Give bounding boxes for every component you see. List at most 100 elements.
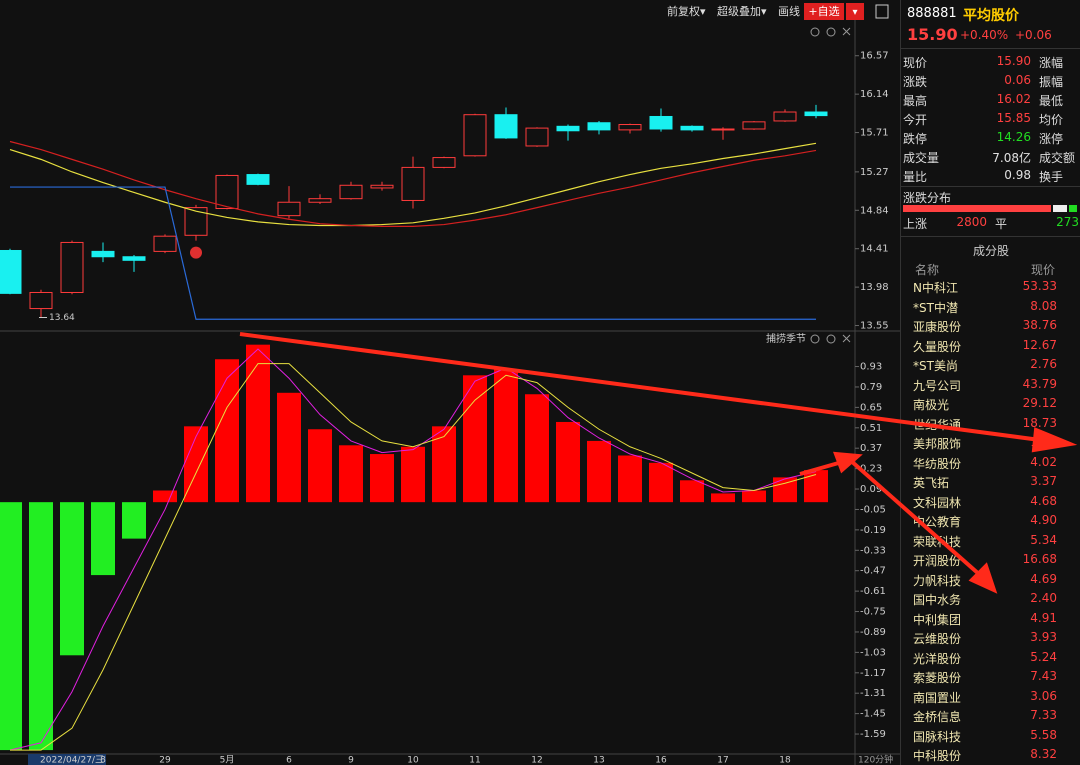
y-tick-label: 15.71 (860, 128, 889, 139)
stock-name-cell[interactable]: 文科园林 (913, 495, 962, 510)
stock-name-cell[interactable]: 国中水务 (913, 593, 962, 607)
stock-price-cell[interactable]: 3.06 (1030, 688, 1057, 703)
ma-line (10, 186, 816, 320)
stat-label: 涨跌 (903, 75, 928, 89)
stock-price-cell[interactable]: 7.43 (1030, 669, 1057, 683)
stock-name-cell[interactable]: 南极光 (913, 398, 950, 412)
add-menu[interactable]: ▾ (852, 7, 857, 18)
stat-value: 14.26 (996, 130, 1031, 144)
bar (308, 429, 332, 503)
stock-price-cell[interactable]: 8.08 (1030, 298, 1057, 313)
bar (215, 359, 239, 503)
stock-price-cell[interactable]: 4.91 (1030, 610, 1057, 625)
stock-name-cell[interactable]: 中利集团 (913, 612, 962, 627)
indicator-line (10, 363, 817, 751)
stock-price-cell[interactable]: 5.34 (1030, 532, 1057, 547)
stock-price-cell[interactable]: 43.79 (1022, 376, 1057, 391)
stock-name-cell[interactable]: *ST美尚 (913, 359, 958, 373)
candle-body (680, 125, 704, 131)
stock-price-cell[interactable]: 4.02 (1030, 454, 1057, 469)
stock-name-cell[interactable]: 久量股份 (913, 339, 962, 354)
add-button-bg[interactable] (804, 3, 844, 20)
x-tick-label: 11 (469, 756, 480, 765)
y-tick-label: -0.61 (860, 586, 886, 597)
stock-price-cell[interactable]: 2.40 (1030, 591, 1057, 605)
y-tick-label: 13.98 (860, 282, 889, 293)
stock-name-cell[interactable]: 国脉科技 (913, 729, 962, 744)
add-menu-bg[interactable] (846, 3, 864, 20)
stock-name-cell[interactable]: 世纪华通 (913, 417, 962, 432)
candle-body (122, 256, 146, 261)
x-tick-label: 18 (779, 756, 791, 765)
stock-price-cell[interactable]: 4.68 (1030, 493, 1057, 508)
stock-price-cell[interactable]: 29.12 (1022, 396, 1057, 410)
stock-price-cell[interactable]: 18.73 (1022, 415, 1057, 430)
stock-price-cell[interactable]: 3.37 (1030, 474, 1057, 488)
stock-price-cell[interactable]: 5.24 (1030, 649, 1057, 664)
breadth-flat-label: 平 (995, 217, 1008, 231)
bar (649, 462, 673, 503)
stock-price-cell[interactable]: 7.33 (1030, 708, 1057, 722)
stock-name-cell[interactable]: 英飞拓 (913, 476, 950, 490)
y-tick-label: -0.33 (860, 545, 886, 556)
stock-name-cell[interactable]: 中科股份 (913, 749, 962, 763)
stock-price-cell[interactable]: 16.68 (1022, 552, 1057, 566)
add-button[interactable]: +自选 (808, 5, 839, 18)
stat-label: 最高 (903, 94, 928, 108)
stock-price-cell[interactable]: 38.76 (1022, 318, 1057, 332)
toolbar-item[interactable]: 超级叠加▾ (717, 4, 767, 18)
bar (556, 421, 580, 503)
bar (0, 502, 22, 751)
stock-name-cell[interactable]: 索菱股份 (913, 671, 962, 685)
bar (122, 502, 146, 539)
bar (29, 502, 53, 751)
stock-price-cell[interactable]: 4.69 (1030, 571, 1057, 586)
y-tick-label: 14.41 (860, 244, 889, 255)
stock-name-cell[interactable]: 美邦服饰 (913, 437, 962, 451)
stock-name-cell[interactable]: 九号公司 (913, 378, 962, 393)
stock-price-cell[interactable]: 5.58 (1030, 727, 1057, 742)
stock-name-cell[interactable]: 光洋股份 (913, 651, 962, 666)
toolbar-item[interactable]: 前复权▾ (667, 4, 706, 18)
bar (277, 392, 301, 503)
indicator-line (9, 348, 817, 751)
background (0, 0, 900, 765)
sidebar: 888881 平均股价 15.90 +0.40% +0.06 现价 15.90 涨幅 涨跌 0.0… (900, 0, 1080, 765)
separator (901, 236, 1080, 237)
stock-name-cell[interactable]: 金桥信息 (913, 710, 962, 724)
stock-price-cell[interactable]: 12.67 (1022, 337, 1057, 352)
candle-body (587, 122, 611, 131)
stock-price-cell[interactable]: 8.32 (1030, 747, 1057, 761)
stock-name-cell[interactable]: N中科江 (913, 281, 958, 295)
stock-name-cell[interactable]: 力帆科技 (913, 573, 962, 588)
y-tick-label: 0.93 (860, 362, 882, 373)
low-label: 13.64 (49, 313, 75, 323)
pct-change: +0.40% (960, 28, 1009, 42)
stock-price-cell[interactable]: 1.95 (1030, 435, 1057, 449)
stock-name-cell[interactable]: 华纺股份 (913, 456, 962, 471)
stock-name-cell[interactable]: 中公教育 (913, 515, 962, 529)
layout-icon[interactable] (875, 4, 889, 19)
x-tick-label: 5月 (220, 755, 235, 765)
stock-price-cell[interactable]: 3.93 (1030, 630, 1057, 644)
stock-price-cell[interactable]: 4.90 (1030, 513, 1057, 527)
stock-name-cell[interactable]: 南国置业 (913, 690, 962, 705)
bar (246, 344, 270, 503)
toolbar-item[interactable]: 画线 (778, 4, 800, 18)
stock-code: 888881 (907, 6, 957, 21)
stock-name-cell[interactable]: 云维股份 (913, 632, 962, 646)
candle-body (742, 121, 766, 130)
stock-name-cell[interactable]: 亚康股份 (913, 320, 962, 334)
stock-name-cell[interactable]: 荣联科技 (913, 534, 962, 549)
stock-price-cell[interactable]: 53.33 (1022, 279, 1057, 293)
candle-body (277, 201, 301, 217)
bar (60, 502, 84, 656)
stock-name-cell[interactable]: 开润股份 (913, 554, 962, 568)
stat-value: 0.06 (1004, 73, 1031, 87)
bar (91, 502, 115, 576)
candle-body (525, 127, 549, 147)
stock-name-cell[interactable]: *ST中潜 (913, 300, 958, 315)
y-tick-label: 15.27 (860, 167, 889, 178)
y-tick-label: 14.84 (860, 205, 889, 216)
stock-price-cell[interactable]: 2.76 (1030, 357, 1057, 371)
